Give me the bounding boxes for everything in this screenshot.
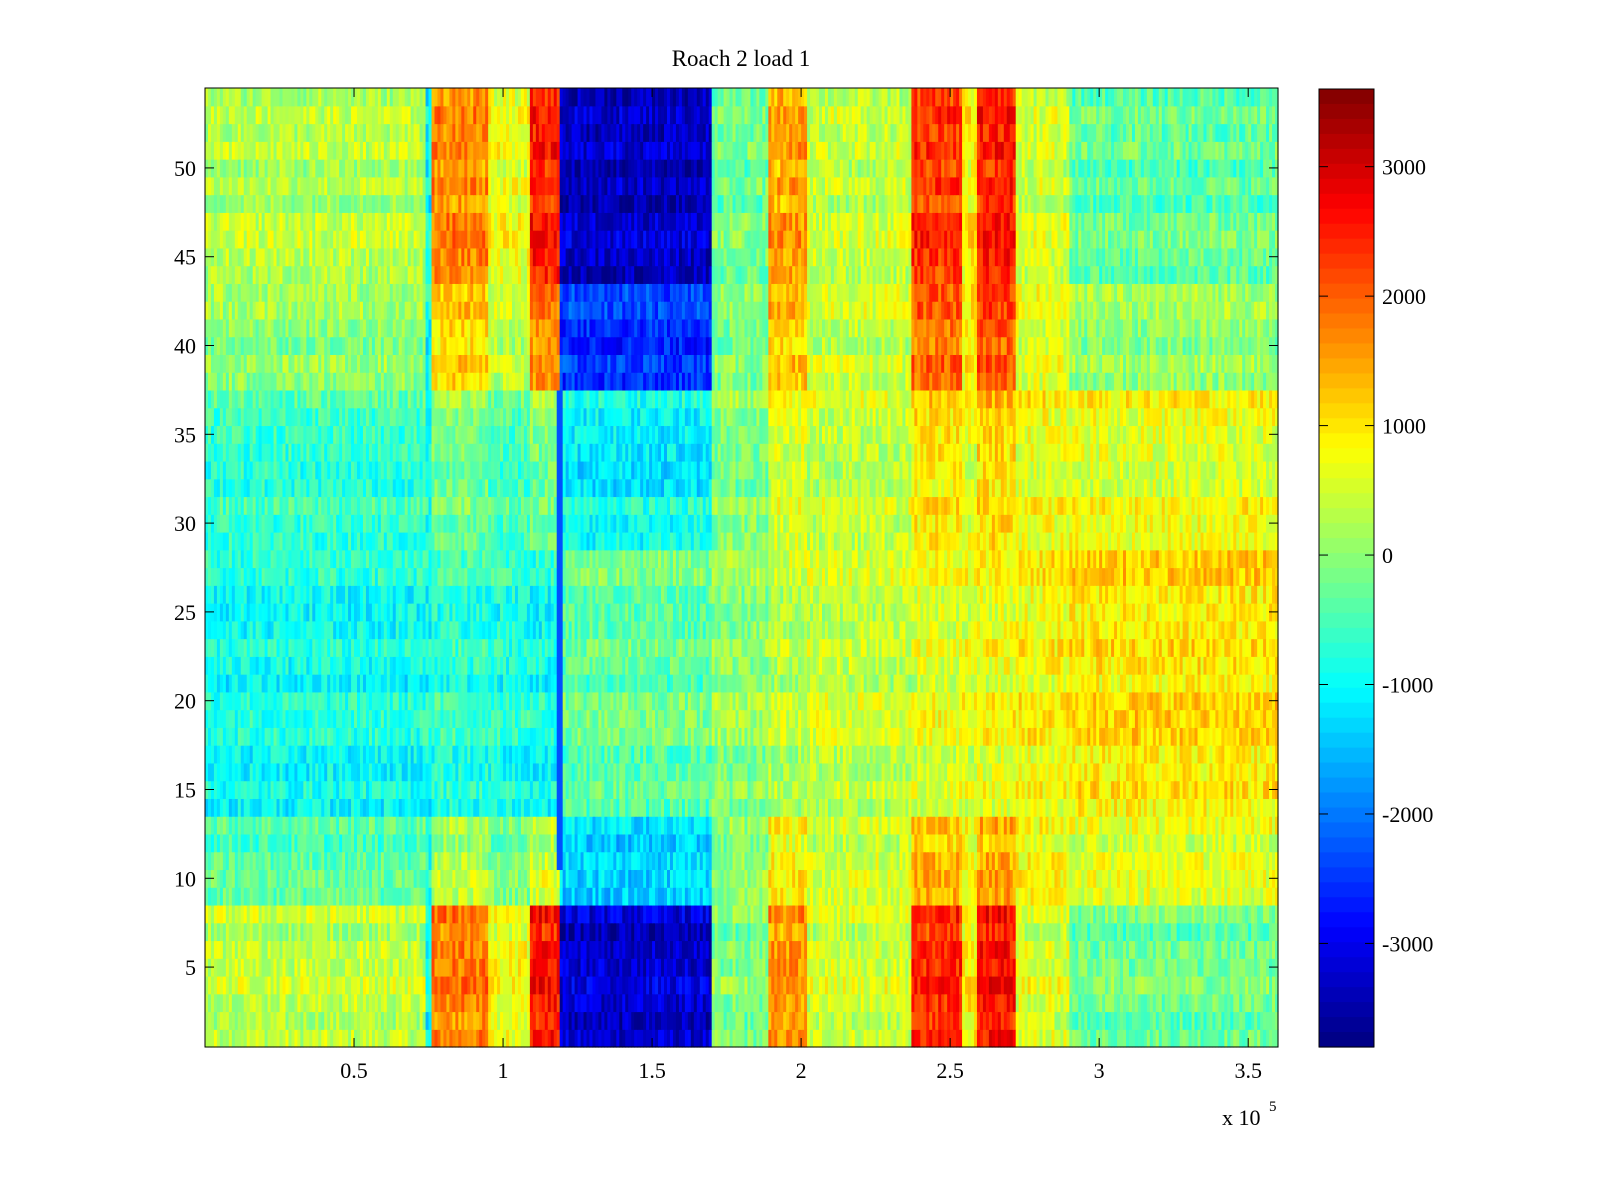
chart-title: Roach 2 load 1 bbox=[672, 46, 811, 71]
heatmap-cells bbox=[205, 88, 1279, 1048]
